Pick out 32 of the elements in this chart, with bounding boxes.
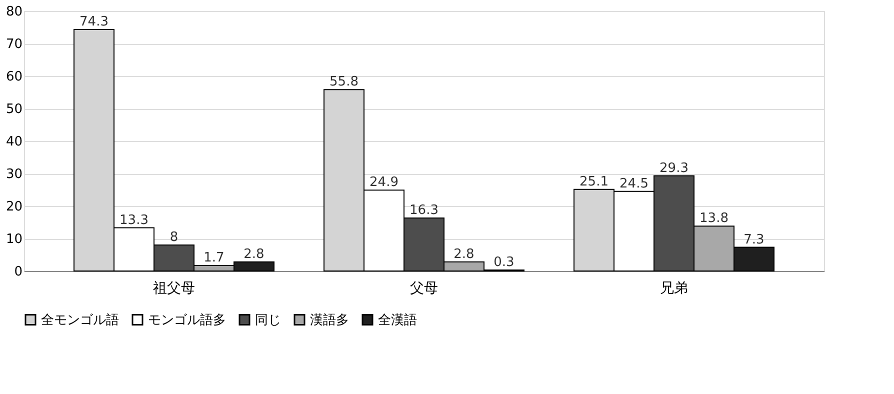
x-tick-label: 祖父母 (153, 280, 195, 296)
data-label: 74.3 (80, 14, 108, 30)
y-tick-label: 20 (6, 200, 22, 214)
y-tick-label: 70 (6, 37, 22, 52)
data-label: 0.3 (494, 255, 514, 270)
data-label: 2.8 (244, 246, 264, 262)
y-tick-label: 50 (6, 102, 22, 117)
y-tick-label: 10 (6, 232, 22, 247)
data-label: 7.3 (744, 232, 764, 248)
data-label: 55.8 (330, 74, 358, 90)
legend-label: 同じ (255, 312, 281, 328)
y-tick-label: 40 (6, 134, 22, 150)
data-label: 13.3 (120, 212, 148, 228)
legend-label: 漢語多 (310, 312, 349, 328)
data-label: 24.9 (370, 175, 398, 190)
data-label: 29.3 (660, 160, 688, 176)
data-label: 8 (170, 230, 178, 245)
data-label: 1.7 (204, 250, 224, 266)
legend-label: 全モンゴル語 (41, 312, 119, 328)
y-tick-label: 30 (6, 167, 22, 182)
data-label: 2.8 (454, 246, 474, 262)
data-label: 16.3 (410, 203, 438, 218)
y-tick-label: 80 (6, 4, 22, 20)
x-tick-label: 父母 (410, 280, 438, 296)
data-label: 13.8 (700, 211, 728, 226)
x-tick-label: 兄弟 (660, 280, 688, 296)
legend-label: 全漢語 (378, 312, 417, 328)
data-label: 25.1 (580, 174, 608, 190)
data-label: 24.5 (620, 176, 648, 192)
y-tick-label: 0 (14, 264, 22, 280)
y-tick-label: 60 (6, 70, 22, 84)
legend-label: モンゴル語多 (148, 312, 226, 328)
